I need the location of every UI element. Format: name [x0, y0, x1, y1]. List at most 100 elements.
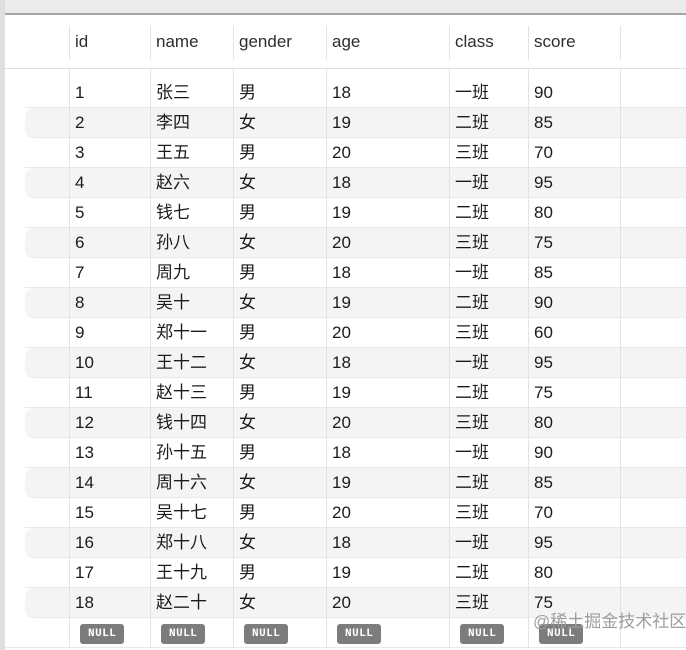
table-row[interactable] — [25, 498, 686, 528]
null-badge-name[interactable]: NULL — [161, 624, 206, 644]
cell-score-row4[interactable]: 95 — [534, 173, 553, 192]
table-row[interactable] — [25, 528, 686, 558]
cell-age-row7[interactable]: 18 — [332, 263, 351, 282]
cell-class-row10[interactable]: 一班 — [455, 353, 489, 372]
cell-id-row14[interactable]: 14 — [75, 473, 94, 492]
cell-gender-row5[interactable]: 男 — [239, 203, 256, 222]
cell-class-row17[interactable]: 二班 — [455, 563, 489, 582]
cell-gender-row7[interactable]: 男 — [239, 263, 256, 282]
cell-name-row15[interactable]: 吴十七 — [156, 503, 207, 522]
cell-score-row6[interactable]: 75 — [534, 233, 553, 252]
cell-name-row5[interactable]: 钱七 — [156, 203, 190, 222]
cell-id-row7[interactable]: 7 — [75, 263, 85, 282]
cell-age-row6[interactable]: 20 — [332, 233, 351, 252]
cell-age-row18[interactable]: 20 — [332, 593, 351, 612]
cell-score-row18[interactable]: 75 — [534, 593, 553, 612]
cell-score-row14[interactable]: 85 — [534, 473, 553, 492]
cell-score-row7[interactable]: 85 — [534, 263, 553, 282]
cell-id-row10[interactable]: 10 — [75, 353, 94, 372]
cell-name-row17[interactable]: 王十九 — [156, 563, 207, 582]
cell-id-row17[interactable]: 17 — [75, 563, 94, 582]
cell-name-row9[interactable]: 郑十一 — [156, 323, 207, 342]
cell-gender-row17[interactable]: 男 — [239, 563, 256, 582]
table-row[interactable] — [25, 138, 686, 168]
cell-class-row13[interactable]: 一班 — [455, 443, 489, 462]
cell-score-row2[interactable]: 85 — [534, 113, 553, 132]
cell-id-row3[interactable]: 3 — [75, 143, 85, 162]
cell-id-row15[interactable]: 15 — [75, 503, 94, 522]
column-header-name[interactable]: name — [156, 32, 199, 51]
cell-name-row13[interactable]: 孙十五 — [156, 443, 207, 462]
cell-id-row16[interactable]: 16 — [75, 533, 94, 552]
cell-gender-row13[interactable]: 男 — [239, 443, 256, 462]
column-header-age[interactable]: age — [332, 32, 361, 51]
cell-id-row4[interactable]: 4 — [75, 173, 85, 192]
cell-gender-row12[interactable]: 女 — [239, 413, 256, 432]
cell-class-row1[interactable]: 一班 — [455, 83, 489, 102]
cell-age-row3[interactable]: 20 — [332, 143, 351, 162]
cell-age-row15[interactable]: 20 — [332, 503, 351, 522]
cell-age-row8[interactable]: 19 — [332, 293, 351, 312]
table-row[interactable] — [25, 318, 686, 348]
cell-gender-row3[interactable]: 男 — [239, 143, 256, 162]
cell-name-row7[interactable]: 周九 — [156, 263, 190, 282]
cell-class-row12[interactable]: 三班 — [455, 413, 489, 432]
null-badge-class[interactable]: NULL — [460, 624, 505, 644]
cell-score-row10[interactable]: 95 — [534, 353, 553, 372]
cell-name-row1[interactable]: 张三 — [156, 83, 190, 102]
cell-id-row2[interactable]: 2 — [75, 113, 85, 132]
cell-gender-row16[interactable]: 女 — [239, 533, 256, 552]
cell-class-row15[interactable]: 三班 — [455, 503, 489, 522]
table-row[interactable] — [25, 258, 686, 288]
cell-name-row14[interactable]: 周十六 — [156, 473, 207, 492]
cell-age-row1[interactable]: 18 — [332, 83, 351, 102]
cell-class-row7[interactable]: 一班 — [455, 263, 489, 282]
cell-id-row9[interactable]: 9 — [75, 323, 85, 342]
cell-id-row8[interactable]: 8 — [75, 293, 85, 312]
cell-age-row16[interactable]: 18 — [332, 533, 351, 552]
table-row[interactable] — [25, 168, 686, 198]
cell-gender-row6[interactable]: 女 — [239, 233, 256, 252]
cell-name-row18[interactable]: 赵二十 — [156, 593, 207, 612]
cell-score-row3[interactable]: 70 — [534, 143, 553, 162]
table-row[interactable] — [25, 228, 686, 258]
cell-name-row2[interactable]: 李四 — [156, 113, 190, 132]
cell-age-row9[interactable]: 20 — [332, 323, 351, 342]
cell-score-row15[interactable]: 70 — [534, 503, 553, 522]
cell-class-row14[interactable]: 二班 — [455, 473, 489, 492]
cell-score-row1[interactable]: 90 — [534, 83, 553, 102]
cell-age-row11[interactable]: 19 — [332, 383, 351, 402]
cell-gender-row9[interactable]: 男 — [239, 323, 256, 342]
column-header-score[interactable]: score — [534, 32, 576, 51]
table-row[interactable] — [25, 438, 686, 468]
cell-name-row3[interactable]: 王五 — [156, 143, 190, 162]
cell-gender-row14[interactable]: 女 — [239, 473, 256, 492]
cell-class-row18[interactable]: 三班 — [455, 593, 489, 612]
cell-age-row12[interactable]: 20 — [332, 413, 351, 432]
cell-name-row11[interactable]: 赵十三 — [156, 383, 207, 402]
cell-id-row1[interactable]: 1 — [75, 83, 85, 102]
cell-class-row4[interactable]: 一班 — [455, 173, 489, 192]
cell-class-row9[interactable]: 三班 — [455, 323, 489, 342]
cell-score-row9[interactable]: 60 — [534, 323, 553, 342]
cell-gender-row1[interactable]: 男 — [239, 83, 256, 102]
null-badge-score[interactable]: NULL — [539, 624, 584, 644]
cell-id-row11[interactable]: 11 — [75, 383, 93, 402]
cell-age-row14[interactable]: 19 — [332, 473, 351, 492]
null-badge-gender[interactable]: NULL — [244, 624, 289, 644]
null-badge-id[interactable]: NULL — [80, 624, 125, 644]
table-row[interactable] — [25, 348, 686, 378]
cell-gender-row10[interactable]: 女 — [239, 353, 256, 372]
cell-gender-row18[interactable]: 女 — [239, 593, 256, 612]
cell-name-row4[interactable]: 赵六 — [156, 173, 190, 192]
cell-age-row17[interactable]: 19 — [332, 563, 351, 582]
cell-gender-row2[interactable]: 女 — [239, 113, 256, 132]
cell-name-row12[interactable]: 钱十四 — [156, 413, 207, 432]
cell-class-row11[interactable]: 二班 — [455, 383, 489, 402]
cell-id-row6[interactable]: 6 — [75, 233, 85, 252]
cell-age-row5[interactable]: 19 — [332, 203, 351, 222]
cell-score-row13[interactable]: 90 — [534, 443, 553, 462]
table-row[interactable] — [25, 288, 686, 318]
cell-age-row4[interactable]: 18 — [332, 173, 351, 192]
column-header-id[interactable]: id — [75, 32, 89, 51]
